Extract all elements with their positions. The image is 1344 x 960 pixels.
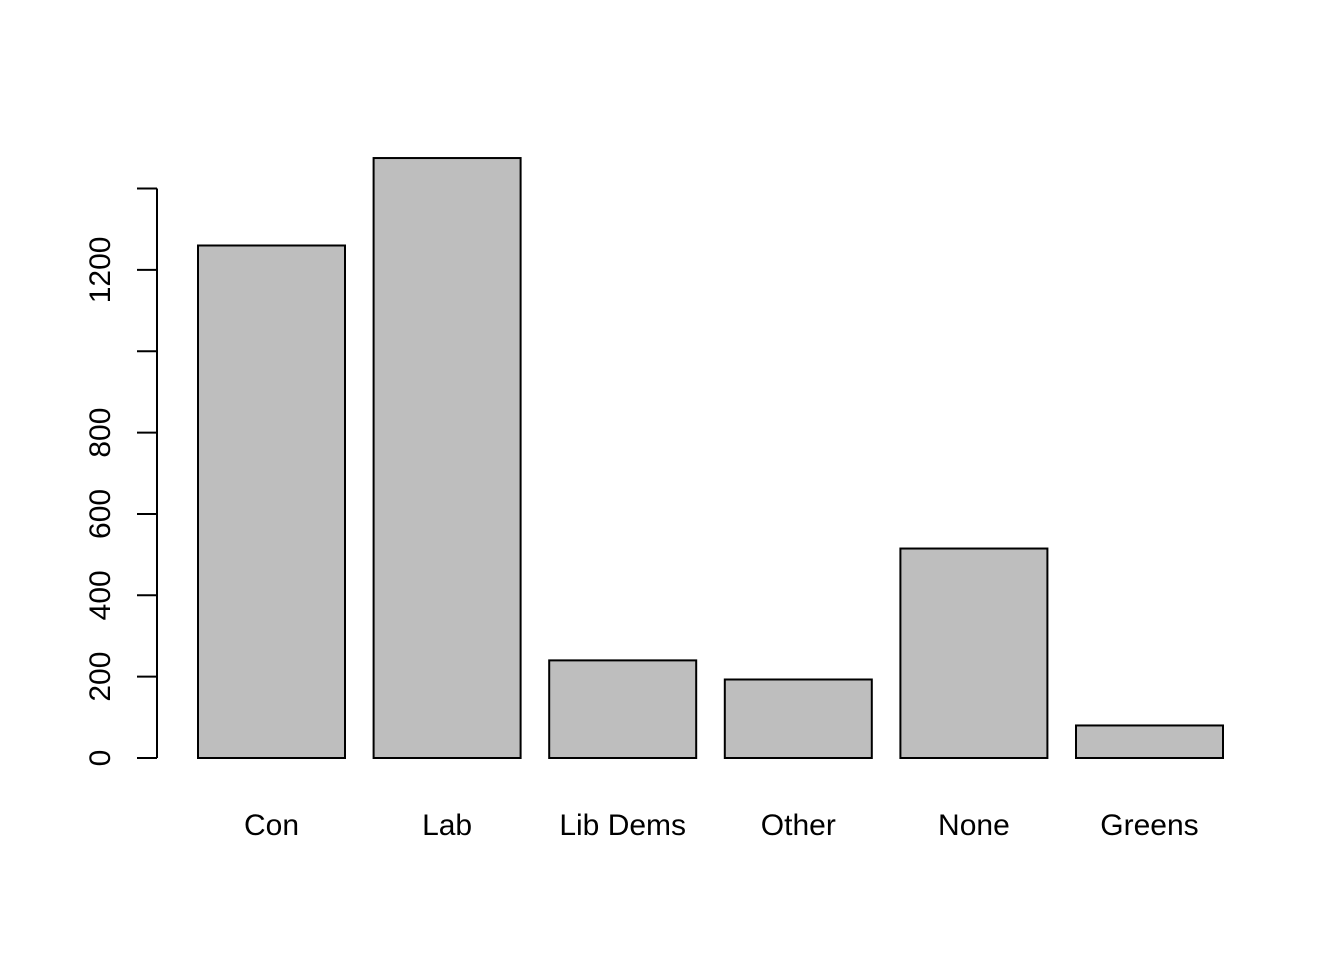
bar-lib-dems — [548, 659, 698, 760]
bar-greens — [1075, 724, 1224, 760]
bar-other — [723, 678, 873, 759]
x-label-lib-dems: Lib Dems — [559, 809, 686, 842]
y-tick-label-600: 600 — [84, 489, 117, 539]
y-tick-label-0: 0 — [84, 750, 117, 767]
x-label-other: Other — [761, 809, 836, 842]
y-axis: 0 200 400 600 800 1200 — [84, 187, 158, 767]
y-tick-label-200: 200 — [84, 652, 117, 702]
x-label-none: None — [938, 809, 1010, 842]
bar-none — [899, 547, 1049, 759]
x-label-lab: Lab — [422, 809, 472, 842]
y-tick-label-400: 400 — [84, 570, 117, 620]
x-label-con: Con — [244, 809, 299, 842]
bar-con — [197, 244, 346, 759]
bars-group — [197, 157, 1224, 760]
x-label-greens: Greens — [1100, 809, 1198, 842]
y-tick-label-1200: 1200 — [84, 237, 117, 304]
bar-lab — [372, 157, 522, 759]
x-axis-labels: Con Lab Lib Dems Other None Greens — [244, 809, 1199, 842]
y-tick-label-800: 800 — [84, 408, 117, 458]
